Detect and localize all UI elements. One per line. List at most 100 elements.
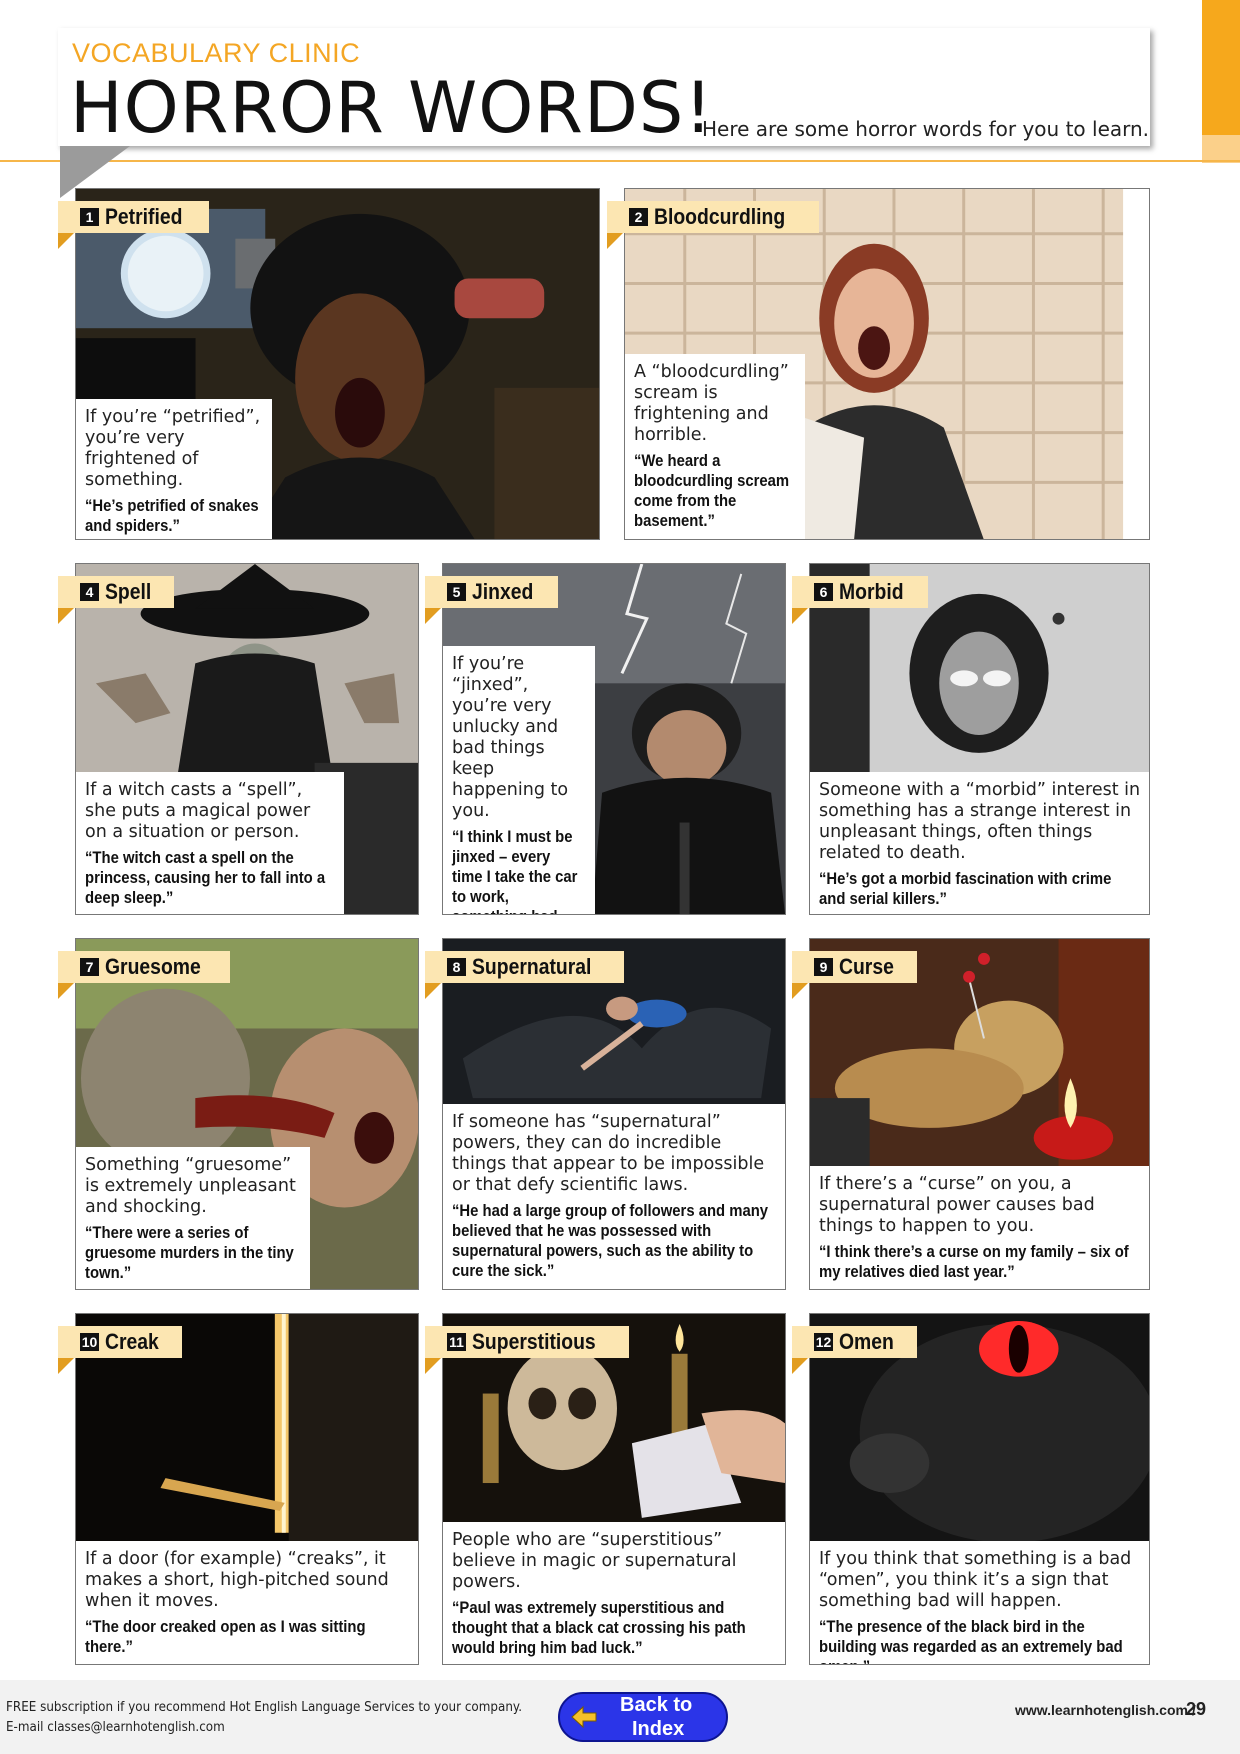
label-petrified: 1 Petrified: [58, 201, 210, 233]
word-title: Omen: [839, 1329, 894, 1354]
word-title: Petrified: [105, 204, 183, 229]
example-text: “He’s petrified of snakes and spiders.”: [85, 497, 259, 535]
section-kicker: VOCABULARY CLINIC: [72, 38, 361, 68]
label-spell: 4 Spell: [58, 576, 174, 608]
text-panel: Something “gruesome” is extremely unplea…: [76, 1147, 310, 1289]
card-jinxed: If you’re “jinxed”, you’re very unlucky …: [442, 563, 786, 915]
example-text: “There were a series of gruesome murders…: [85, 1224, 294, 1282]
label-tail: [425, 1358, 441, 1374]
label-bloodcurdling: 2 Bloodcurdling: [607, 201, 820, 233]
accent-bar: [1202, 0, 1240, 135]
card-superstitious: People who are “superstitious” believe i…: [442, 1313, 786, 1665]
example-text: “The door creaked open as I was sitting …: [85, 1618, 366, 1656]
definition-text: If a door (for example) “creaks”, it mak…: [85, 1549, 389, 1611]
definition-text: If a witch casts a “spell”, she puts a m…: [85, 780, 311, 842]
header-rule: [0, 160, 1240, 162]
footer-email-text: E-mail classes@learnhotenglish.com: [6, 1720, 225, 1735]
header-panel: [58, 28, 1150, 146]
item-number: 8: [447, 958, 466, 976]
card-spell: If a witch casts a “spell”, she puts a m…: [75, 563, 419, 915]
card-bloodcurdling: A “bloodcurdling” scream is frightening …: [624, 188, 1150, 540]
text-panel: A “bloodcurdling” scream is frightening …: [625, 354, 805, 539]
intro-text: Here are some horror words for you to le…: [702, 117, 1150, 141]
example-text: “He had a large group of followers and m…: [452, 1202, 769, 1280]
footer-subscription-text: FREE subscription if you recommend Hot E…: [6, 1700, 523, 1715]
label-superstitious: 11 Superstitious: [425, 1326, 629, 1358]
arrow-left-icon: [571, 1705, 597, 1729]
card-gruesome: Something “gruesome” is extremely unplea…: [75, 938, 419, 1290]
word-title: Morbid: [839, 579, 904, 604]
item-number: 4: [80, 583, 99, 601]
text-panel: If you think that something is a bad “om…: [810, 1541, 1149, 1664]
text-panel: If you’re “jinxed”, you’re very unlucky …: [443, 646, 595, 914]
label-tail: [792, 983, 808, 999]
label-tail: [792, 1358, 808, 1374]
page-title: HORROR WORDS!: [70, 67, 714, 149]
word-title: Superstitious: [472, 1329, 596, 1354]
word-title: Supernatural: [472, 954, 592, 979]
photo-creak: [76, 1314, 418, 1664]
photo-petrified: [76, 189, 599, 539]
definition-text: A “bloodcurdling” scream is frightening …: [634, 362, 789, 445]
accent-bar-light: [1202, 135, 1240, 163]
item-number: 7: [80, 958, 99, 976]
item-number: 12: [814, 1333, 833, 1351]
example-text: “The presence of the black bird in the b…: [819, 1618, 1123, 1664]
word-title: Gruesome: [105, 954, 201, 979]
definition-text: Something “gruesome” is extremely unplea…: [85, 1155, 296, 1217]
label-curse: 9 Curse: [792, 951, 918, 983]
text-panel: If you’re “petrified”, you’re very frigh…: [76, 399, 272, 539]
example-text: “Paul was extremely superstitious and th…: [452, 1599, 746, 1657]
item-number: 1: [80, 208, 99, 226]
word-title: Curse: [839, 954, 894, 979]
label-tail: [58, 983, 74, 999]
word-title: Spell: [105, 579, 152, 604]
label-creak: 10 Creak: [58, 1326, 183, 1358]
item-number: 2: [629, 208, 648, 226]
item-number: 5: [447, 583, 466, 601]
example-text: “I think there’s a curse on my family – …: [819, 1243, 1129, 1281]
label-tail: [58, 1358, 74, 1374]
page-number: 29: [1186, 1699, 1207, 1719]
example-text: “The witch cast a spell on the princess,…: [85, 849, 326, 907]
label-tail: [425, 983, 441, 999]
card-supernatural: If someone has “supernatural” powers, th…: [442, 938, 786, 1290]
text-panel: Someone with a “morbid” interest in some…: [810, 772, 1149, 914]
text-panel: If there’s a “curse” on you, a supernatu…: [810, 1166, 1149, 1289]
item-number: 10: [80, 1333, 99, 1351]
card-creak: If a door (for example) “creaks”, it mak…: [75, 1313, 419, 1665]
word-title: Creak: [105, 1329, 159, 1354]
label-tail: [58, 233, 74, 249]
label-supernatural: 8 Supernatural: [425, 951, 624, 983]
definition-text: People who are “superstitious” believe i…: [452, 1530, 737, 1592]
text-panel: If a door (for example) “creaks”, it mak…: [76, 1541, 418, 1664]
label-gruesome: 7 Gruesome: [58, 951, 230, 983]
definition-text: If you’re “petrified”, you’re very frigh…: [85, 407, 261, 490]
back-button-label-line1[interactable]: Back to: [620, 1694, 693, 1716]
card-omen: If you think that something is a bad “om…: [809, 1313, 1150, 1665]
example-text: “He’s got a morbid fascination with crim…: [819, 870, 1112, 908]
text-panel: If a witch casts a “spell”, she puts a m…: [76, 772, 344, 914]
card-morbid: Someone with a “morbid” interest in some…: [809, 563, 1150, 915]
example-text: “We heard a bloodcurdling scream come fr…: [634, 452, 790, 530]
definition-text: If you’re “jinxed”, you’re very unlucky …: [452, 654, 569, 821]
label-tail: [607, 233, 623, 249]
label-tail: [792, 608, 808, 624]
label-tail: [58, 608, 74, 624]
label-omen: 12 Omen: [792, 1326, 918, 1358]
card-curse: If there’s a “curse” on you, a supernatu…: [809, 938, 1150, 1290]
definition-text: If there’s a “curse” on you, a supernatu…: [819, 1174, 1095, 1236]
text-panel: If someone has “supernatural” powers, th…: [443, 1104, 785, 1289]
text-panel: People who are “superstitious” believe i…: [443, 1522, 785, 1664]
item-number: 9: [814, 958, 833, 976]
definition-text: If someone has “supernatural” powers, th…: [452, 1112, 765, 1195]
site-url: www.learnhotenglish.com /: [1015, 1702, 1196, 1718]
card-petrified: If you’re “petrified”, you’re very frigh…: [75, 188, 600, 540]
label-jinxed: 5 Jinxed: [425, 576, 558, 608]
definition-text: If you think that something is a bad “om…: [819, 1549, 1132, 1611]
label-tail: [425, 608, 441, 624]
back-button-label-line2[interactable]: Index: [632, 1718, 685, 1740]
word-title: Bloodcurdling: [654, 204, 786, 229]
example-text: “I think I must be jinxed – every time I…: [452, 828, 578, 914]
item-number: 6: [814, 583, 833, 601]
